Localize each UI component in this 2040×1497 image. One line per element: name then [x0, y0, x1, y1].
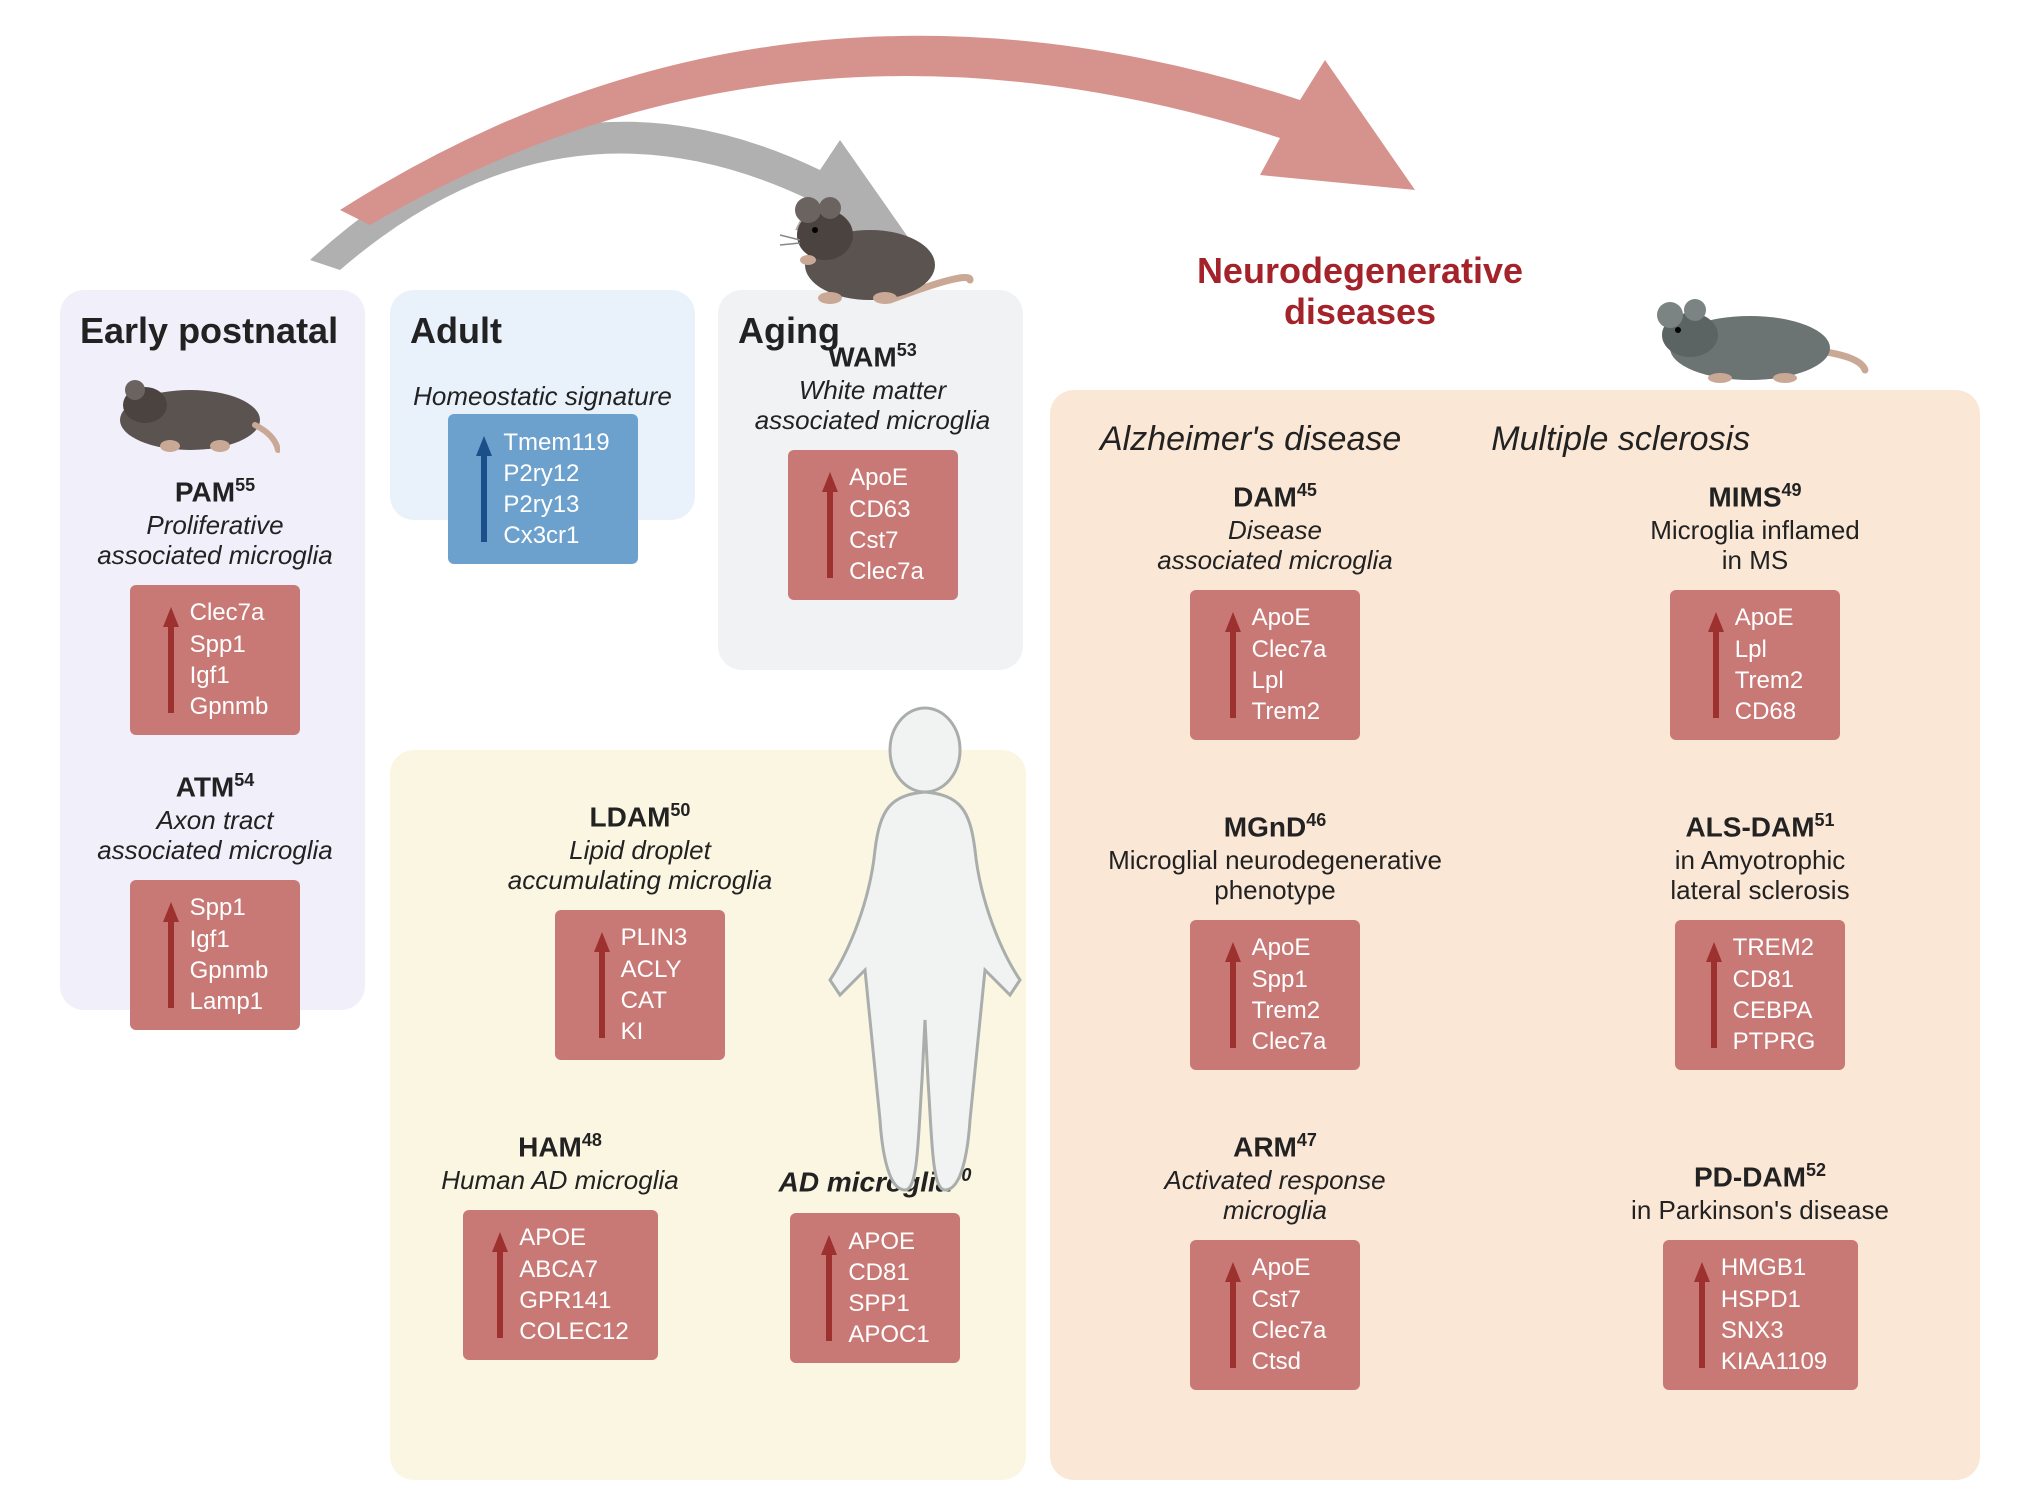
mouse-disease-icon — [1640, 270, 1870, 390]
up-arrow-icon — [820, 1233, 838, 1343]
genebox-ldam: PLIN3ACLYCATKI — [555, 910, 725, 1060]
up-arrow-icon — [1707, 610, 1725, 720]
up-arrow-icon — [1224, 1260, 1242, 1370]
up-arrow-icon — [491, 1230, 509, 1340]
sig-dam: DAM45 Disease associated microglia ApoEC… — [1075, 480, 1475, 740]
genes-mims: ApoELplTrem2CD68 — [1735, 602, 1803, 727]
heading-ms: Multiple sclerosis — [1491, 420, 1750, 459]
genes-ham: APOEABCA7GPR141COLEC12 — [519, 1222, 628, 1347]
up-arrow-icon-blue — [475, 434, 493, 544]
genebox-pddam: HMGB1HSPD1SNX3KIAA1109 — [1663, 1240, 1858, 1390]
sig-wam: WAM53 White matter associated microglia … — [725, 340, 1020, 600]
sig-homeo: Tmem119P2ry12P2ry13Cx3cr1 — [400, 400, 685, 564]
genebox-ham: APOEABCA7GPR141COLEC12 — [463, 1210, 658, 1360]
up-arrow-icon — [593, 930, 611, 1040]
genes-homeo: Tmem119P2ry12P2ry13Cx3cr1 — [503, 427, 609, 552]
genebox-homeo: Tmem119P2ry12P2ry13Cx3cr1 — [448, 414, 638, 564]
genes-wam: ApoECD63Cst7Clec7a — [849, 462, 924, 587]
up-arrow-icon — [821, 470, 839, 580]
up-arrow-icon — [1693, 1260, 1711, 1370]
genes-mgnd: ApoESpp1Trem2Clec7a — [1252, 932, 1327, 1057]
genebox-alsdam: TREM2CD81CEBPAPTPRG — [1675, 920, 1845, 1070]
up-arrow-icon — [162, 900, 180, 1010]
genebox-arm: ApoECst7Clec7aCtsd — [1190, 1240, 1360, 1390]
mouse-adult-icon — [770, 180, 980, 310]
sig-ldam: LDAM50 Lipid droplet accumulating microg… — [470, 800, 810, 1060]
genes-pddam: HMGB1HSPD1SNX3KIAA1109 — [1721, 1252, 1827, 1377]
genes-pam: Clec7aSpp1Igf1Gpnmb — [190, 597, 269, 722]
sig-alsdam: ALS-DAM51 in Amyotrophic lateral scleros… — [1570, 810, 1950, 1070]
sig-mgnd: MGnD46 Microglial neurodegenerative phen… — [1060, 810, 1490, 1070]
genebox-pam: Clec7aSpp1Igf1Gpnmb — [130, 585, 300, 735]
up-arrow-icon — [162, 605, 180, 715]
sig-arm: ARM47 Activated response microglia ApoEC… — [1100, 1130, 1450, 1390]
human-icon — [810, 700, 1040, 1200]
genebox-mims: ApoELplTrem2CD68 — [1670, 590, 1840, 740]
heading-early: Early postnatal — [80, 310, 345, 352]
genebox-wam: ApoECD63Cst7Clec7a — [788, 450, 958, 600]
heading-disease: Neurodegenerative diseases — [1130, 250, 1590, 333]
sig-mims: MIMS49 Microglia inflamed in MS ApoELplT… — [1555, 480, 1955, 740]
genes-admicro: APOECD81SPP1APOC1 — [848, 1226, 929, 1351]
heading-adult: Adult — [410, 310, 675, 352]
up-arrow-icon — [1224, 610, 1242, 720]
sig-atm: ATM54 Axon tract associated microglia Sp… — [70, 770, 360, 1030]
heading-alz: Alzheimer's disease — [1100, 420, 1401, 459]
genes-ldam: PLIN3ACLYCATKI — [621, 922, 688, 1047]
sig-ham: HAM48 Human AD microglia APOEABCA7GPR141… — [400, 1130, 720, 1360]
sig-pddam: PD-DAM52 in Parkinson's disease HMGB1HSP… — [1570, 1160, 1950, 1390]
genebox-mgnd: ApoESpp1Trem2Clec7a — [1190, 920, 1360, 1070]
mouse-pup-icon — [100, 350, 280, 460]
genes-alsdam: TREM2CD81CEBPAPTPRG — [1733, 932, 1816, 1057]
up-arrow-icon — [1705, 940, 1723, 1050]
sig-pam: PAM55 Proliferative associated microglia… — [70, 475, 360, 735]
up-arrow-icon — [1224, 940, 1242, 1050]
genes-dam: ApoEClec7aLplTrem2 — [1252, 602, 1327, 727]
genebox-admicro: APOECD81SPP1APOC1 — [790, 1213, 960, 1363]
genes-arm: ApoECst7Clec7aCtsd — [1252, 1252, 1327, 1377]
genebox-atm: Spp1Igf1GpnmbLamp1 — [130, 880, 300, 1030]
genes-atm: Spp1Igf1GpnmbLamp1 — [190, 892, 269, 1017]
genebox-dam: ApoEClec7aLplTrem2 — [1190, 590, 1360, 740]
